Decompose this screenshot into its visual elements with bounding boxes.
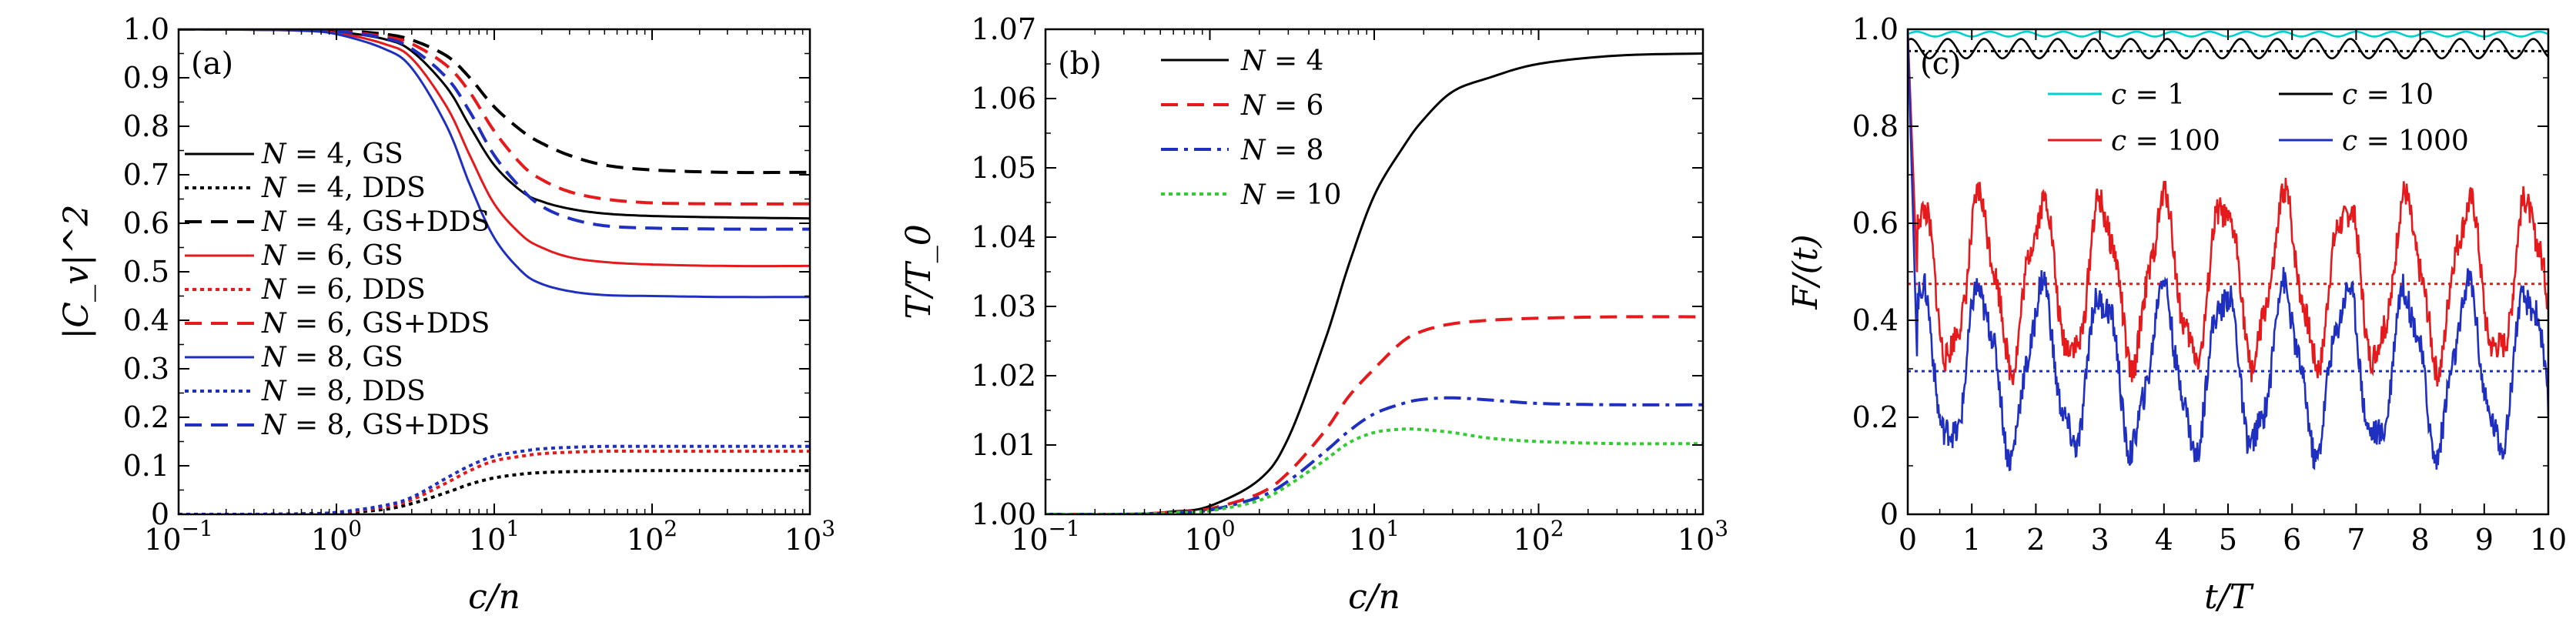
y-tick-label: 0.2	[1852, 400, 1899, 434]
y-tick-label: 0	[1880, 497, 1899, 531]
legend-label: c = 1000	[2342, 125, 2469, 157]
x-tick-label: 10	[2530, 523, 2567, 557]
legend-label: N = 4	[1240, 45, 1323, 77]
series-line-3	[1045, 427, 1703, 514]
y-tick-label: 1.0	[1852, 12, 1899, 46]
y-axis: 0 0.1 0.2 0.3 0.4 0.5 0.6 0.7 0.8 0.9 1.0	[123, 12, 810, 531]
x-tick-label: 3	[2091, 523, 2109, 557]
x-tick-label: 4	[2155, 523, 2173, 557]
y-axis: 1.00 1.01 1.02 1.03 1.04 1.05 1.06 1.07	[971, 12, 1703, 531]
y-tick-label: 0.9	[123, 61, 169, 95]
legend-label: N = 8, GS+DDS	[261, 410, 490, 441]
y-tick-label: 0.7	[123, 158, 169, 192]
legend-label: N = 4, GS+DDS	[261, 206, 490, 238]
y-tick-label: 0.4	[1852, 303, 1899, 337]
y-tick-label: 1.0	[123, 12, 169, 46]
y-tick-label: 0.2	[123, 400, 169, 434]
x-tick-label: 103	[1678, 516, 1728, 557]
y-tick-label: 1.02	[971, 359, 1036, 393]
plot-area	[1908, 29, 2548, 472]
panel-label: (c)	[1920, 46, 1962, 82]
y-tick-label: 1.05	[971, 151, 1036, 185]
legend-label: N = 6	[1240, 90, 1323, 122]
panel-label: (b)	[1058, 46, 1102, 82]
legend-label: c = 10	[2342, 79, 2434, 111]
x-axis-label: t/T	[2204, 577, 2255, 617]
legend-label: N = 8, GS	[261, 342, 403, 373]
legend-label: N = 6, DDS	[261, 274, 426, 306]
panel-b: 10−1 100 101 102 103 1.00 1.01 1.02 1.03 1.04 1.05…	[899, 12, 1728, 617]
y-tick-label: 0.6	[123, 206, 169, 240]
x-tick-label: 2	[2026, 523, 2045, 557]
x-tick-label: 8	[2411, 523, 2430, 557]
y-tick-label: 0.1	[123, 449, 169, 483]
x-tick-label: 1	[1962, 523, 1981, 557]
x-tick-label: 102	[627, 516, 677, 557]
y-tick-label: 0.5	[123, 255, 169, 289]
plot-frame	[1044, 28, 1705, 516]
x-tick-label: 10−1	[1011, 516, 1080, 557]
y-tick-label: 0.8	[1852, 109, 1899, 143]
panel-c: 0 1 2 3 4 5 6 7 8 9 10 0 0.2 0.4 0.6 0.8 1.0 t/T F/(t) (c) c…	[1786, 12, 2567, 617]
plot-area	[179, 29, 810, 514]
plot-area	[1045, 52, 1703, 514]
y-axis-label: F/(t)	[1786, 234, 1825, 309]
series-line-0	[1045, 52, 1703, 514]
x-tick-label: 101	[469, 516, 520, 557]
y-tick-label: 0.4	[123, 303, 169, 337]
series-line-2	[1908, 29, 2548, 386]
legend-label: N = 8, DDS	[261, 376, 426, 407]
legend-label: N = 10	[1240, 179, 1341, 211]
series-line-3	[1908, 29, 2548, 472]
legend: N = 4 N = 6 N = 8 N = 10	[1161, 45, 1341, 211]
legend-label: N = 4, DDS	[261, 172, 426, 204]
y-tick-label: 1.01	[971, 428, 1036, 462]
panel-label: (a)	[191, 46, 233, 82]
x-tick-label: 102	[1513, 516, 1564, 557]
legend-label: c = 1	[2111, 79, 2185, 111]
x-tick-label: 7	[2347, 523, 2365, 557]
y-tick-label: 0.6	[1852, 206, 1899, 240]
x-axis: 10−1 100 101 102 103	[1011, 29, 1728, 557]
y-tick-label: 0.3	[123, 352, 169, 386]
legend-label: N = 8	[1240, 135, 1323, 166]
x-tick-label: 101	[1349, 516, 1400, 557]
series-line-1	[1908, 38, 2548, 60]
x-tick-label: 6	[2283, 523, 2301, 557]
plot-frame	[177, 28, 811, 516]
y-tick-label: 1.03	[971, 289, 1036, 323]
legend-label: c = 100	[2111, 125, 2220, 157]
x-tick-label: 9	[2475, 523, 2494, 557]
x-tick-label: 10−1	[144, 516, 213, 557]
y-tick-label: 1.04	[971, 220, 1036, 254]
y-axis: 0 0.2 0.4 0.6 0.8 1.0	[1852, 12, 2548, 531]
x-tick-label: 100	[311, 516, 362, 557]
legend-label: N = 6, GS+DDS	[261, 308, 490, 340]
x-axis: 0 1 2 3 4 5 6 7 8 9 10	[1899, 29, 2567, 557]
x-tick-label: 100	[1184, 516, 1235, 557]
x-axis: 10−1 100 101 102 103	[144, 29, 835, 557]
y-tick-label: 1.00	[971, 497, 1036, 531]
series-line-1	[1045, 315, 1703, 514]
legend: c = 1 c = 10 c = 100 c = 1000	[2048, 79, 2469, 157]
y-axis-label: T/T_0	[899, 224, 938, 320]
y-tick-label: 0	[151, 497, 169, 531]
x-tick-label: 103	[785, 516, 835, 557]
panel-a: 10−1 100 101 102 103 0 0.1 0.2 0.3 0.4 0.5 0.6 0.7 0.…	[57, 12, 835, 617]
series-line-2	[1045, 396, 1703, 514]
y-axis-label: |C_v|^2	[57, 204, 96, 339]
legend-label: N = 6, GS	[261, 240, 403, 272]
legend-label: N = 4, GS	[261, 139, 403, 170]
y-tick-label: 1.06	[971, 82, 1036, 115]
x-tick-label: 0	[1899, 523, 1917, 557]
x-tick-label: 5	[2219, 523, 2237, 557]
x-axis-label: c/n	[1348, 577, 1400, 617]
x-axis-label: c/n	[468, 577, 520, 617]
y-tick-label: 0.8	[123, 109, 169, 143]
y-tick-label: 1.07	[971, 12, 1036, 46]
